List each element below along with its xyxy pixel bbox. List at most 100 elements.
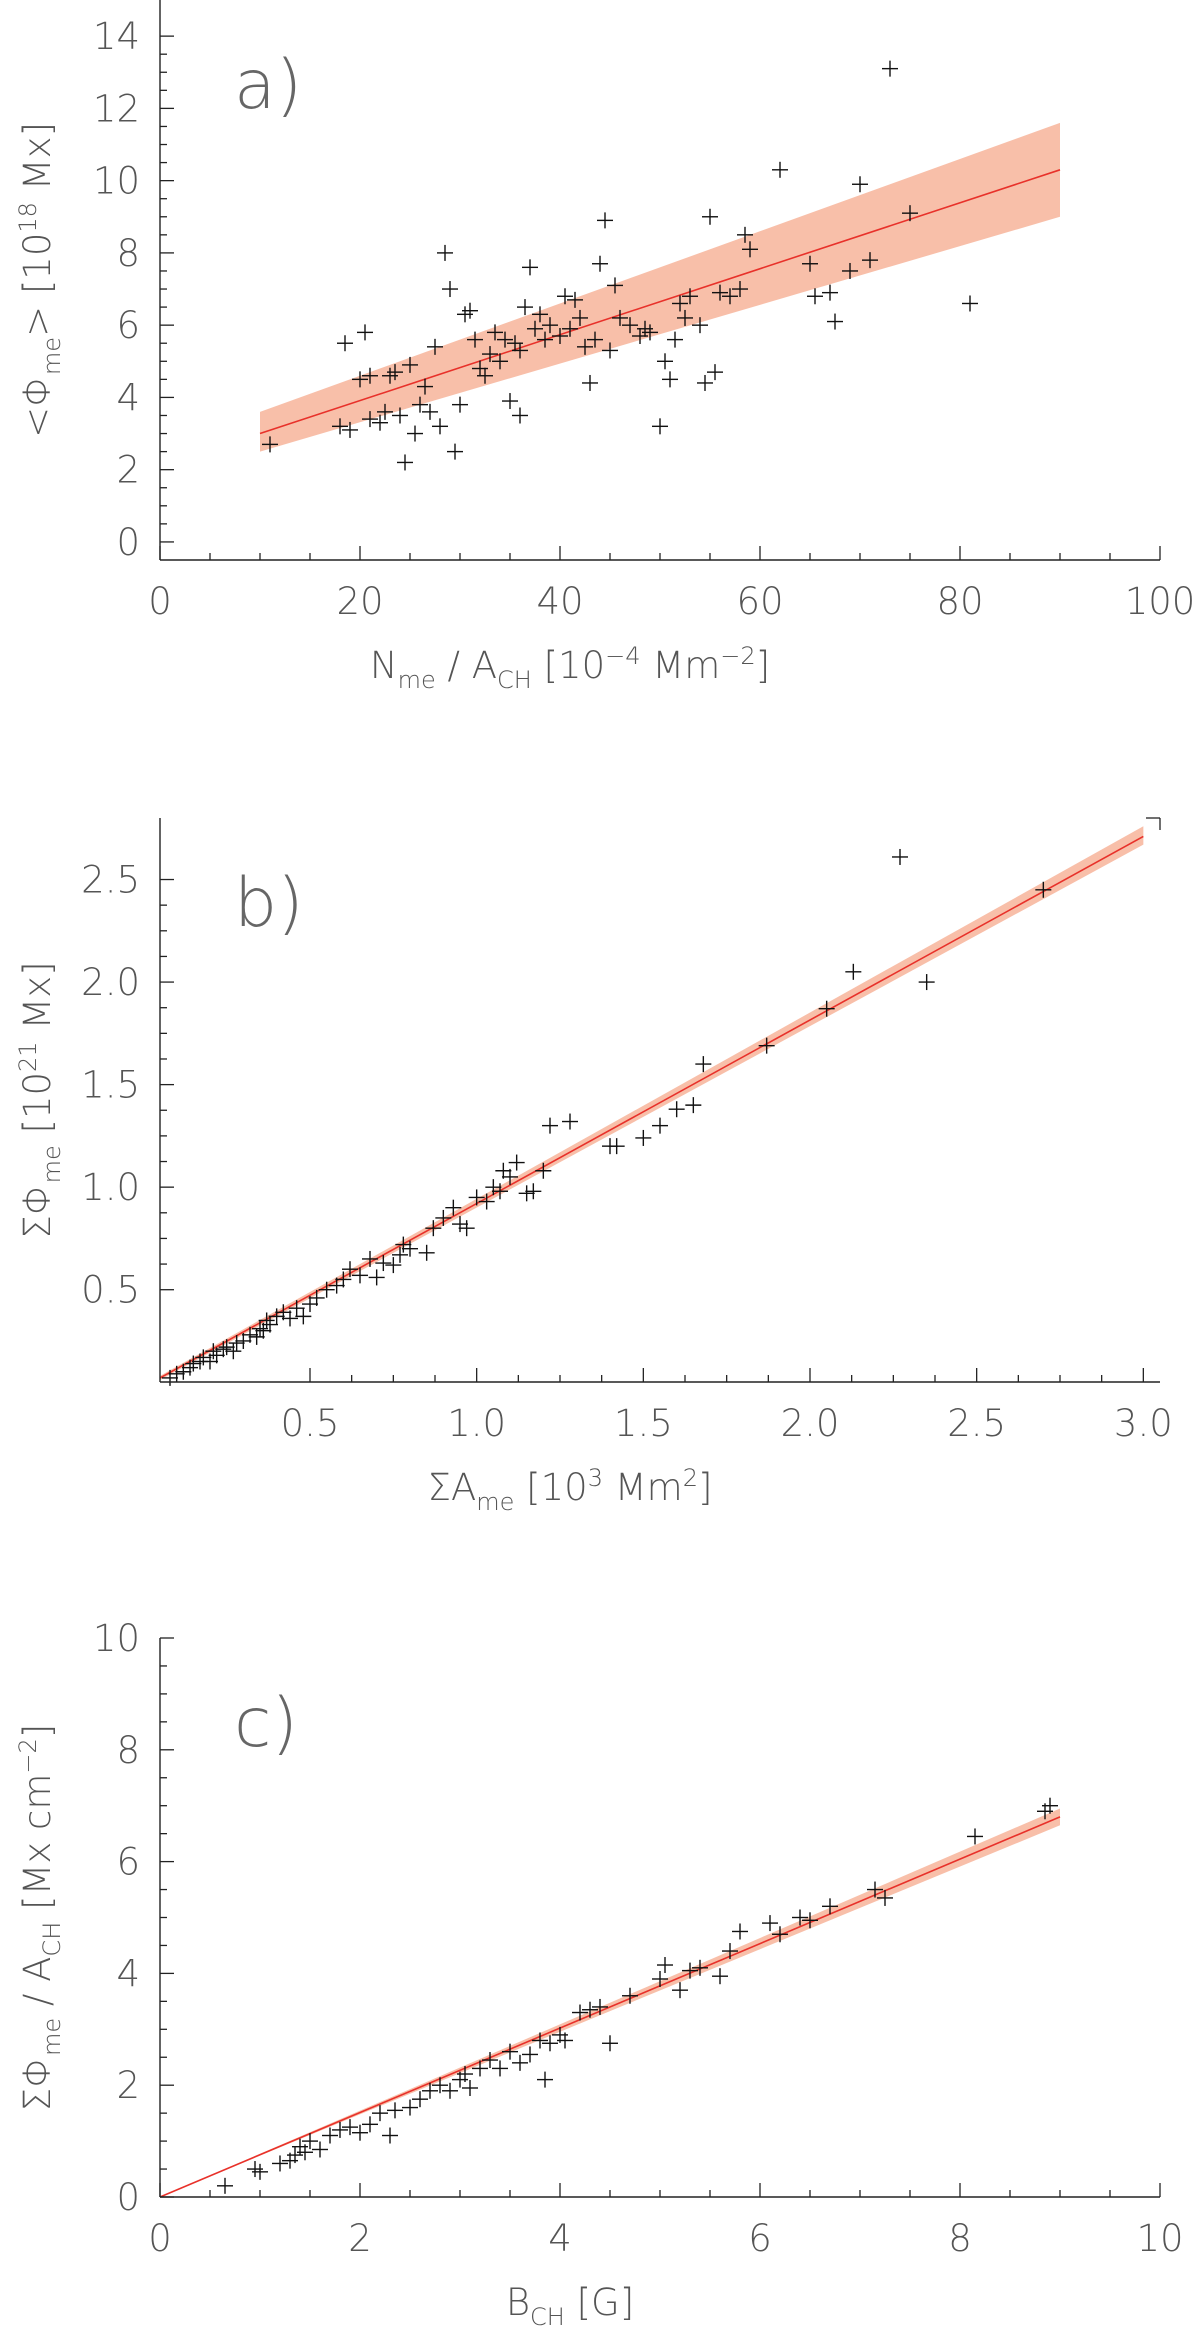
data-point: [517, 299, 533, 316]
data-point: [772, 161, 788, 178]
data-point: [522, 259, 538, 276]
data-point: [248, 1328, 265, 1345]
data-point: [485, 1179, 502, 1196]
data-point: [417, 378, 433, 395]
data-point: [407, 425, 423, 442]
panel-label: c): [234, 1684, 298, 1763]
data-point: [362, 1250, 378, 1267]
data-point: [697, 374, 713, 391]
data-point: [337, 335, 353, 352]
y-tick-label: 6: [116, 1841, 140, 1884]
data-point: [572, 309, 588, 326]
data-point: [1042, 1797, 1058, 1814]
panel-label: b): [234, 864, 304, 943]
y-tick-label: 14: [93, 15, 140, 58]
data-point: [802, 255, 818, 272]
data-point: [877, 1889, 893, 1906]
data-point: [622, 1987, 638, 2004]
data-point: [442, 281, 458, 298]
data-point: [672, 1982, 688, 1999]
data-point: [478, 1193, 495, 1210]
data-point: [792, 1909, 808, 1926]
chart-panel-a: 0 20 40 60 80 100 0 2 4 6 8 10 12 14 a) Nme / ACH [10−4…: [14, 0, 1195, 694]
data-point: [332, 2121, 348, 2138]
data-point: [567, 291, 583, 308]
data-point: [512, 407, 528, 424]
data-point: [967, 1828, 983, 1845]
data-point: [542, 1117, 558, 1134]
data-point: [275, 1304, 292, 1321]
data-point: [602, 2035, 618, 2052]
data-point: [435, 1209, 452, 1226]
data-point: [377, 403, 393, 420]
x-tick-label: 60: [736, 580, 783, 623]
confidence-band: [260, 122, 1060, 452]
panel-label: a): [234, 46, 302, 125]
data-point: [562, 1113, 578, 1130]
y-tick-label: 2: [116, 2064, 140, 2107]
data-point: [402, 1240, 418, 1257]
data-point: [258, 1312, 275, 1329]
data-point: [335, 1271, 352, 1288]
y-tick-label: 2: [116, 449, 140, 492]
data-point: [562, 320, 578, 337]
data-point: [255, 1322, 272, 1339]
data-point: [387, 2102, 403, 2119]
data-point: [692, 317, 708, 334]
data-point: [342, 421, 358, 438]
data-point: [395, 1236, 412, 1253]
data-point: [468, 1189, 485, 1206]
data-point: [352, 2124, 368, 2141]
data-point: [642, 324, 658, 341]
data-point: [667, 331, 683, 348]
data-point: [732, 1923, 748, 1940]
y-tick-label: 2.0: [81, 961, 140, 1004]
data-point: [592, 1998, 608, 2015]
x-tick-label: 8: [948, 2217, 972, 2260]
data-point: [287, 2147, 303, 2164]
data-point: [208, 1347, 225, 1364]
x-axis-label: Nme / ACH [10−4 Mm−2]: [370, 642, 770, 694]
data-point: [918, 974, 935, 991]
y-tick-label: 12: [93, 87, 140, 130]
data-point: [862, 252, 878, 269]
data-point: [425, 1220, 442, 1237]
data-point: [622, 317, 638, 334]
chart-panel-c: 0 2 4 6 8 10 0 2 4 6 8 10 c) BCH [G] ΣΦme / ACH [Mx cm…: [14, 1617, 1184, 2330]
y-tick-label: 0: [116, 521, 140, 564]
x-axis-label: ΣAme [103 Mm2]: [428, 1464, 713, 1516]
data-point: [892, 848, 908, 865]
data-point: [387, 364, 403, 381]
data-point: [597, 212, 613, 229]
data-point: [845, 963, 862, 980]
x-tick-label: 0: [148, 2217, 172, 2260]
fit-line: [159, 1816, 1061, 2198]
data-point: [452, 396, 468, 413]
data-point: [382, 2127, 398, 2144]
data-point: [1035, 881, 1052, 898]
data-point: [352, 371, 368, 388]
x-tick-label: 0.5: [281, 1402, 340, 1445]
data-point: [652, 1117, 668, 1134]
data-point: [487, 324, 503, 341]
data-point: [362, 367, 378, 384]
data-point: [215, 1341, 232, 1358]
y-axis-label: ΣΦme [1021 Mx]: [14, 961, 66, 1238]
data-point: [902, 205, 918, 222]
data-point: [482, 2052, 498, 2069]
x-tick-label: 1.5: [614, 1402, 673, 1445]
data-point: [587, 331, 603, 348]
x-tick-label: 10: [1136, 2217, 1183, 2260]
data-point: [262, 1316, 278, 1333]
data-point: [502, 393, 518, 410]
data-point: [707, 364, 723, 381]
y-tick-label: 4: [116, 376, 140, 419]
x-tick-label: 3.0: [1114, 1402, 1173, 1445]
data-point: [822, 284, 838, 301]
data-point: [502, 2043, 518, 2060]
data-point: [272, 2155, 288, 2172]
data-point: [362, 411, 378, 428]
data-point: [385, 1257, 402, 1274]
data-point: [495, 1162, 512, 1179]
data-point: [827, 313, 843, 330]
